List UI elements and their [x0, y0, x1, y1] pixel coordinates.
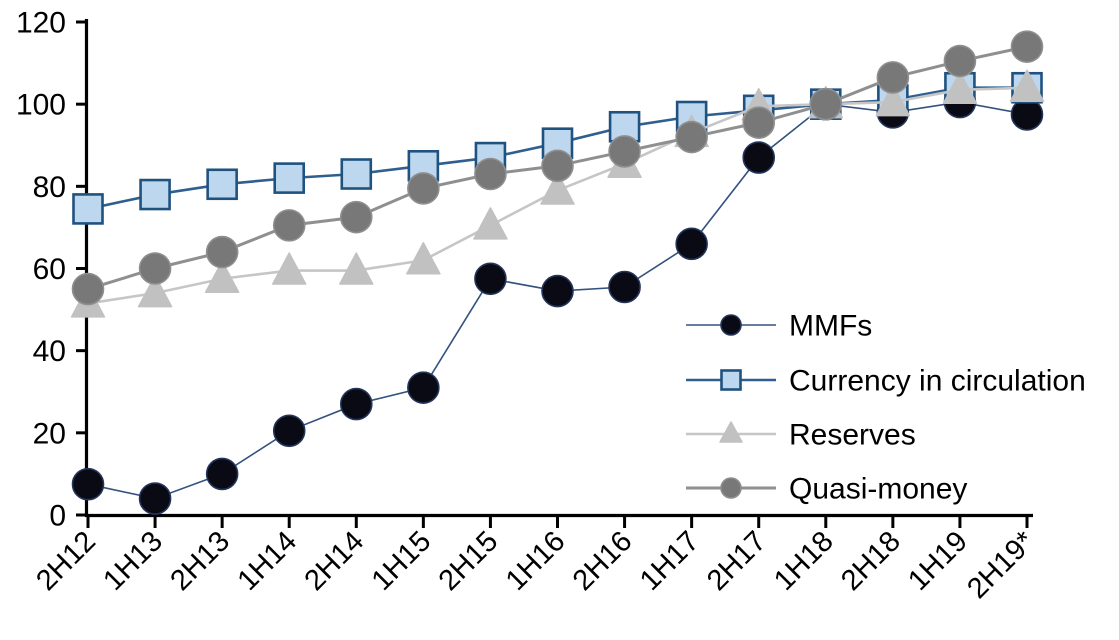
legend-label: Quasi-money: [789, 473, 967, 506]
data-point: [608, 270, 641, 304]
y-tick-label: 100: [16, 89, 66, 122]
data-point: [204, 260, 240, 294]
data-point: [474, 157, 507, 191]
data-point: [205, 457, 239, 491]
data-point: [608, 135, 641, 168]
data-point: [474, 262, 507, 296]
legend-item-reserves: Reserves: [686, 419, 916, 452]
data-point: [340, 158, 373, 190]
data-point: [720, 314, 742, 336]
legend-label: Reserves: [789, 419, 916, 452]
data-point: [675, 227, 708, 261]
data-point: [137, 274, 173, 308]
data-point: [138, 252, 172, 285]
data-point: [875, 83, 911, 117]
y-tick-label: 0: [49, 500, 66, 533]
chart-legend: MMFs Currency in circulation Reserves Quasi…: [686, 310, 1086, 506]
data-point: [719, 421, 743, 443]
data-point: [339, 252, 374, 285]
data-point: [675, 120, 708, 154]
legend-item-quasi-money: Quasi-money: [686, 473, 967, 506]
data-point: [720, 477, 742, 499]
legend-item-currency-in-circulation: Currency in circulation: [686, 365, 1086, 398]
data-point: [943, 44, 977, 78]
data-point: [273, 162, 306, 194]
data-point: [541, 149, 574, 183]
data-point: [473, 207, 508, 240]
data-point: [139, 178, 171, 211]
y-tick-label: 60: [33, 253, 66, 286]
y-tick-label: 120: [16, 7, 66, 40]
data-point: [71, 272, 105, 306]
data-point: [272, 414, 306, 448]
data-point: [339, 200, 373, 234]
data-point: [541, 274, 574, 308]
y-tick-label: 40: [33, 335, 66, 368]
series-quasi-money: [71, 30, 1044, 306]
data-point: [71, 467, 105, 501]
data-point: [1010, 98, 1044, 131]
data-point: [406, 242, 441, 275]
data-point: [407, 172, 440, 205]
data-point: [72, 193, 104, 225]
data-point: [809, 87, 843, 121]
data-point: [742, 106, 776, 139]
data-point: [339, 387, 373, 421]
data-point: [205, 235, 239, 269]
data-point: [271, 252, 307, 285]
legend-item-mmfs: MMFs: [686, 310, 872, 343]
data-point: [540, 172, 575, 205]
y-tick-label: 20: [33, 417, 66, 450]
data-point: [1010, 30, 1044, 63]
data-point: [942, 71, 978, 105]
data-point: [138, 482, 172, 515]
y-axis: 0 20 40 60 80 100 120: [16, 7, 89, 533]
data-point: [206, 168, 238, 201]
legend-label: Currency in circulation: [789, 365, 1086, 398]
data-point: [1009, 69, 1045, 102]
data-point: [876, 61, 910, 94]
legend-label: MMFs: [789, 310, 872, 343]
y-tick-label: 80: [33, 171, 66, 204]
data-point: [272, 209, 306, 242]
data-point: [407, 371, 440, 404]
data-point: [720, 369, 742, 391]
data-point: [742, 141, 776, 174]
